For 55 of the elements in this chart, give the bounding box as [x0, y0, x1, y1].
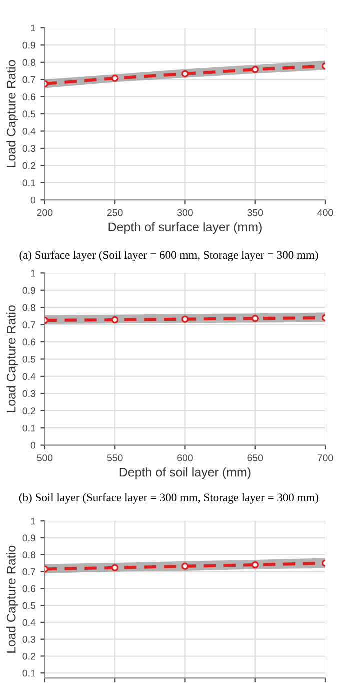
y-tick-label: 0.3 — [22, 636, 36, 643]
y-tick-label: 0.3 — [22, 145, 36, 152]
point — [252, 66, 259, 74]
y-axis-title: Load Capture Ratio — [6, 60, 18, 168]
y-tick-label: 0.2 — [22, 652, 36, 660]
y-tick-label: 0.7 — [22, 568, 36, 576]
y-tick-label: 0.6 — [22, 338, 36, 346]
y-tick-label: 0.2 — [22, 408, 36, 415]
y-axis-title: Load Capture Ratio — [6, 306, 18, 412]
y-tick-label: 1 — [31, 24, 36, 32]
y-tick-label: 0.1 — [22, 424, 36, 432]
x-tick-label: 200 — [37, 209, 53, 216]
x-tick-label: 500 — [37, 454, 53, 462]
y-tick-label: 0.6 — [22, 94, 36, 100]
y-tick-label: 0.1 — [22, 670, 36, 677]
x-tick-label: 300 — [177, 209, 193, 216]
y-tick-label: 0.9 — [22, 42, 36, 49]
point — [111, 564, 119, 572]
y-tick-label: 0.4 — [22, 373, 36, 380]
y-tick-label: 0.9 — [22, 287, 36, 294]
y-axis-title: Load Capture Ratio — [6, 546, 18, 653]
y-tick-label: 0.7 — [22, 76, 36, 84]
point — [182, 70, 189, 78]
x-tick-label: 700 — [318, 454, 334, 462]
point — [111, 74, 119, 82]
x-axis-title: Depth of surface layer (mm) — [108, 222, 262, 234]
y-tick-label: 0.5 — [22, 110, 36, 118]
text: (a) Surface layer (Soil layer = 600 mm, Storage layer = 300 mm) — [20, 250, 318, 262]
x-tick-label: 650 — [248, 454, 264, 462]
y-tick-label: 0.4 — [22, 619, 36, 626]
x-tick-label: 250 — [107, 209, 123, 216]
text: (b) Soil layer (Surface layer = 300 mm, Storage layer = 300 mm) — [19, 493, 319, 504]
x-tick-label: 600 — [178, 454, 193, 462]
y-tick-label: 0.9 — [22, 534, 36, 542]
y-tick-label: 0.3 — [22, 390, 36, 398]
point — [252, 561, 259, 569]
x-axis-title: Depth of soil layer (mm) — [120, 468, 251, 480]
y-tick-label: 0.8 — [22, 304, 36, 312]
x-tick-label: 400 — [318, 209, 334, 216]
y-tick-label: 0.1 — [22, 180, 36, 187]
x-tick-label: 550 — [107, 454, 123, 462]
y-tick-label: 0.2 — [22, 162, 36, 170]
y-tick-label: 0.8 — [22, 59, 36, 66]
y-tick-label: 1 — [31, 518, 36, 525]
point — [182, 562, 189, 570]
y-tick-label: 0.7 — [22, 322, 36, 328]
y-tick-label: 0.5 — [22, 356, 36, 363]
x-tick-label: 350 — [248, 209, 264, 216]
y-tick-label: 0.5 — [22, 602, 36, 610]
y-tick-label: 1 — [31, 270, 36, 277]
y-tick-label: 0.6 — [22, 585, 36, 592]
y-tick-label: 0.4 — [22, 128, 36, 135]
y-tick-label: 0 — [30, 196, 36, 204]
y-tick-label: 0 — [30, 442, 36, 449]
y-tick-label: 0.8 — [22, 552, 36, 559]
